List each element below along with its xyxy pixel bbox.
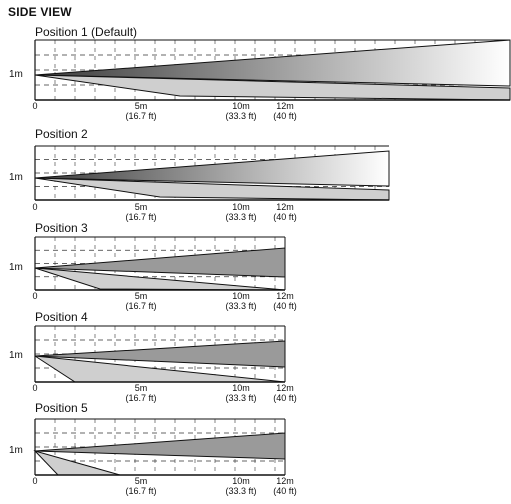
position-label: Position 2 bbox=[35, 127, 88, 141]
tick-line: 10m bbox=[232, 383, 250, 393]
tick-line: 0 bbox=[32, 383, 38, 393]
tick-line: 5m bbox=[134, 383, 148, 393]
tick-line: (16.7 ft) bbox=[125, 301, 157, 311]
distance-tick-label: 12m (40 ft) bbox=[273, 202, 297, 222]
tick-line: 12m bbox=[276, 101, 294, 111]
height-label: 1m bbox=[9, 445, 23, 456]
tick-line: (16.7 ft) bbox=[125, 212, 157, 222]
tick-line: 5m bbox=[134, 476, 148, 486]
tick-line: 12m bbox=[276, 202, 294, 212]
tick-line: 0 bbox=[32, 291, 38, 301]
tick-line: (33.3 ft) bbox=[225, 486, 257, 496]
tick-line: 12m bbox=[276, 476, 294, 486]
height-label: 1m bbox=[9, 172, 23, 183]
tick-line: (40 ft) bbox=[273, 212, 297, 222]
distance-tick-label: 0 bbox=[32, 291, 37, 301]
distance-tick-label: 12m (40 ft) bbox=[273, 101, 297, 121]
tick-line: 10m bbox=[232, 291, 250, 301]
distance-tick-label: 10m (33.3 ft) bbox=[225, 476, 256, 496]
distance-tick-label: 10m (33.3 ft) bbox=[225, 383, 256, 403]
tick-line: (33.3 ft) bbox=[225, 393, 257, 403]
tick-line: (40 ft) bbox=[273, 486, 297, 496]
distance-tick-label: 0 bbox=[32, 476, 37, 486]
distance-tick-label: 5m (16.7 ft) bbox=[125, 476, 156, 496]
tick-line: (40 ft) bbox=[273, 301, 297, 311]
distance-tick-label: 5m (16.7 ft) bbox=[125, 101, 156, 121]
distance-tick-label: 5m (16.7 ft) bbox=[125, 291, 156, 311]
distance-tick-label: 10m (33.3 ft) bbox=[225, 291, 256, 311]
far-detection-beam bbox=[34, 39, 511, 87]
distance-tick-label: 5m (16.7 ft) bbox=[125, 202, 156, 222]
tick-line: 5m bbox=[134, 202, 148, 212]
distance-tick-label: 0 bbox=[32, 202, 37, 212]
distance-tick-label: 12m (40 ft) bbox=[273, 383, 297, 403]
distance-tick-label: 12m (40 ft) bbox=[273, 476, 297, 496]
distance-tick-label: 10m (33.3 ft) bbox=[225, 202, 256, 222]
tick-line: 10m bbox=[232, 476, 250, 486]
tick-line: (33.3 ft) bbox=[225, 111, 257, 121]
tick-line: 0 bbox=[32, 202, 38, 212]
tick-line: (16.7 ft) bbox=[125, 393, 157, 403]
tick-line: 10m bbox=[232, 202, 250, 212]
position-label: Position 3 bbox=[35, 221, 88, 235]
tick-line: 5m bbox=[134, 291, 148, 301]
near-detection-beam bbox=[33, 450, 121, 476]
height-label: 1m bbox=[9, 350, 23, 361]
height-label: 1m bbox=[9, 69, 23, 80]
diagram-title: SIDE VIEW bbox=[8, 5, 72, 19]
distance-tick-label: 5m (16.7 ft) bbox=[125, 383, 156, 403]
distance-tick-label: 12m (40 ft) bbox=[273, 291, 297, 311]
tick-line: (16.7 ft) bbox=[125, 486, 157, 496]
position-label: Position 1 (Default) bbox=[35, 25, 138, 39]
tick-line: 0 bbox=[32, 101, 38, 111]
position-label: Position 5 bbox=[35, 401, 88, 415]
distance-tick-label: 0 bbox=[32, 101, 37, 111]
distance-tick-label: 10m (33.3 ft) bbox=[225, 101, 256, 121]
tick-line: (33.3 ft) bbox=[225, 212, 257, 222]
position-label: Position 4 bbox=[35, 310, 88, 324]
tick-line: 12m bbox=[276, 291, 294, 301]
tick-line: (40 ft) bbox=[273, 393, 297, 403]
tick-line: (33.3 ft) bbox=[225, 301, 257, 311]
distance-tick-label: 0 bbox=[32, 383, 37, 393]
tick-line: 0 bbox=[32, 476, 38, 486]
tick-line: (16.7 ft) bbox=[125, 111, 157, 121]
far-detection-beam bbox=[34, 150, 390, 187]
tick-line: 10m bbox=[232, 101, 250, 111]
tick-line: 12m bbox=[276, 383, 294, 393]
tick-line: (40 ft) bbox=[273, 111, 297, 121]
far-detection-beam bbox=[34, 432, 286, 460]
height-label: 1m bbox=[9, 262, 23, 273]
tick-line: 5m bbox=[134, 101, 148, 111]
